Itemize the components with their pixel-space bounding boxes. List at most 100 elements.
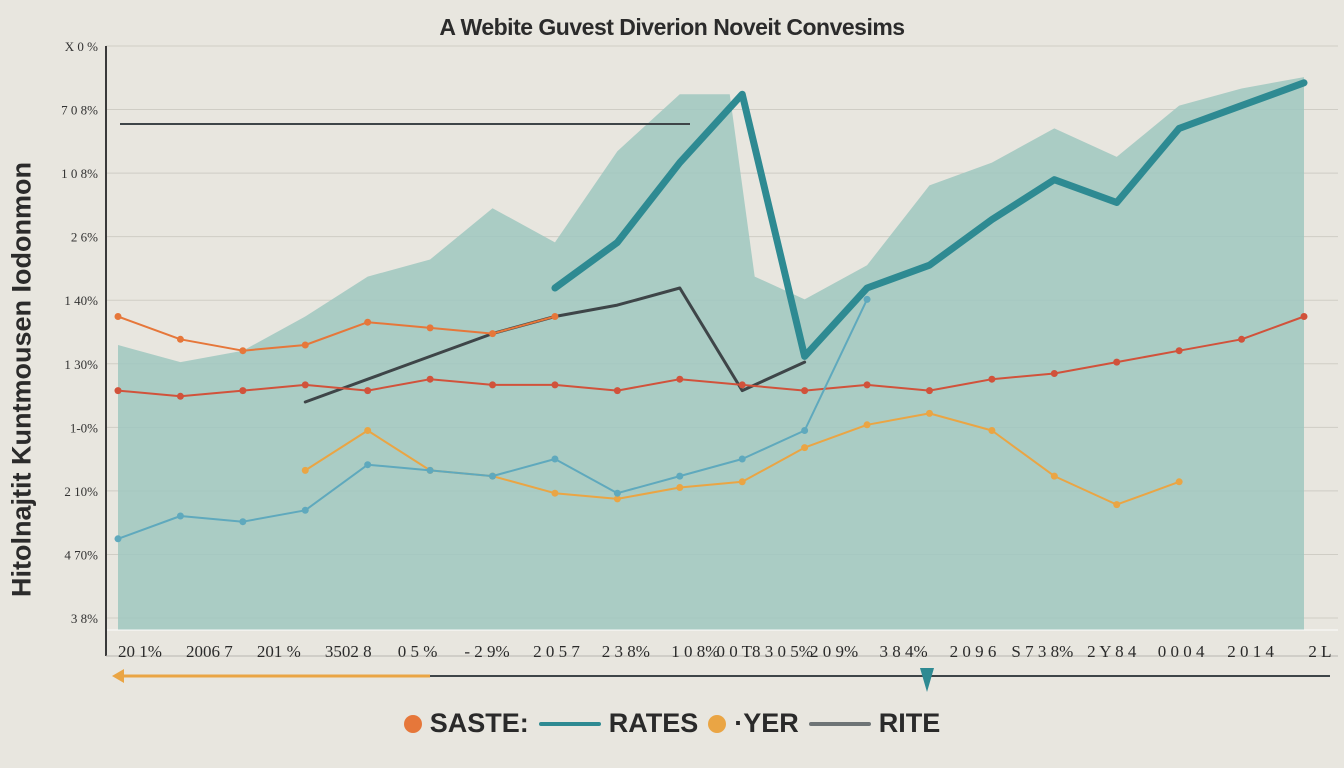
- series-line-red: [117, 315, 1305, 398]
- data-point-red: [426, 375, 434, 383]
- x-tick-label: 2 0 9%: [810, 642, 858, 661]
- data-point-yellow: [801, 444, 809, 452]
- data-point-blue: [489, 472, 497, 480]
- x-tick-label: 1 0 8%: [671, 642, 719, 661]
- data-point-red: [1175, 347, 1183, 355]
- data-point-blue: [551, 455, 559, 463]
- data-point-orange: [551, 313, 559, 320]
- data-point-yellow: [863, 421, 871, 429]
- data-point-blue: [676, 472, 684, 480]
- data-point-blue: [239, 518, 247, 526]
- x-tick-label: 0 0 T8 3 0 5%: [716, 642, 813, 661]
- x-tick-label: 3 8 4%: [879, 642, 927, 661]
- legend-swatch-saste: [403, 714, 422, 733]
- y-tick-label: 1 40%: [64, 293, 98, 308]
- y-tick-label: 2 6%: [71, 230, 98, 245]
- data-point-yellow: [988, 427, 996, 434]
- x-tick-label: 20 1%: [118, 642, 162, 661]
- x-tick-label: - 2 9%: [464, 642, 509, 661]
- x-tick-label: 3502 8: [325, 642, 372, 661]
- data-point-yellow: [301, 466, 309, 474]
- data-point-orange: [426, 324, 434, 332]
- data-point-yellow: [551, 489, 559, 497]
- x-tick-label: 201 %: [257, 642, 301, 661]
- data-point-red: [1300, 313, 1308, 320]
- legend-item-rite: RITE: [808, 708, 941, 739]
- data-point-red: [863, 381, 871, 389]
- x-tick-label: 2 3 8%: [602, 642, 650, 661]
- data-point-orange: [489, 330, 497, 338]
- data-point-red: [301, 381, 309, 389]
- legend-item-rates: RATES: [538, 708, 699, 739]
- data-point-blue: [426, 466, 434, 474]
- y-tick-label: X 0 %: [65, 39, 98, 54]
- data-point-yellow: [738, 478, 746, 486]
- series-line-teal: [551, 79, 1308, 360]
- x-tick-label: 2 Y 8 4: [1087, 642, 1137, 661]
- legend-item-saste: SASTE:: [403, 708, 529, 739]
- x-tick-label: 0 5 %: [398, 642, 438, 661]
- timeline-marker: [920, 668, 934, 692]
- chart-title: A Webite Guvest Diverion Noveit Convesim…: [439, 14, 905, 40]
- data-point-red: [489, 381, 497, 389]
- data-point-orange: [301, 341, 309, 349]
- data-point-orange: [239, 347, 247, 355]
- y-tick-label: 1 0 8%: [61, 166, 98, 181]
- data-point-red: [176, 392, 184, 400]
- data-point-yellow: [676, 484, 684, 491]
- data-point-red: [676, 375, 684, 383]
- y-tick-label: 3 8%: [71, 611, 98, 626]
- legend: SASTE: RATES ·YER RITE: [0, 708, 1344, 739]
- legend-swatch-rates: [538, 721, 601, 726]
- data-point-blue: [364, 461, 372, 469]
- timeline-arrow-left: [112, 669, 124, 683]
- x-tick-label: 2 0 5 7: [533, 642, 580, 661]
- data-point-yellow: [1113, 501, 1121, 509]
- x-tick-label: 2006 7: [186, 642, 233, 661]
- x-tick-label: 2 0 1 4: [1227, 642, 1274, 661]
- data-point-red: [1238, 335, 1246, 343]
- series-line-orange: [117, 315, 556, 352]
- data-point-yellow: [613, 495, 621, 503]
- data-point-blue: [863, 295, 871, 303]
- y-tick-label: 1 30%: [64, 357, 98, 372]
- data-point-blue: [114, 535, 122, 543]
- legend-item-yer: ·YER: [708, 708, 799, 739]
- data-point-blue: [176, 512, 184, 520]
- legend-swatch-yer: [708, 714, 727, 733]
- y-tick-label: 7 0 8%: [61, 103, 98, 118]
- data-point-red: [1050, 370, 1058, 377]
- data-point-red: [925, 387, 933, 395]
- legend-label-yer: ·YER: [734, 708, 799, 738]
- legend-label-rates: RATES: [608, 708, 699, 738]
- legend-label-rite: RITE: [878, 708, 941, 738]
- x-tick-label: S 7 3 8%: [1011, 642, 1073, 661]
- data-point-blue: [613, 489, 621, 497]
- data-point-red: [738, 381, 746, 389]
- y-tick-label: 4 70%: [64, 547, 98, 562]
- legend-label-saste: SASTE:: [429, 708, 529, 738]
- data-point-blue: [801, 427, 809, 434]
- data-point-red: [988, 375, 996, 383]
- data-point-blue: [301, 506, 309, 514]
- area-fill: [118, 77, 1304, 631]
- data-point-orange: [176, 335, 184, 343]
- data-point-yellow: [1050, 472, 1058, 480]
- y-tick-label: 2 10%: [64, 484, 98, 499]
- data-point-blue: [738, 455, 746, 463]
- data-point-red: [801, 387, 809, 395]
- x-tick-label: 2 0 9 6: [950, 642, 997, 661]
- x-tick-label: 2 L: [1308, 642, 1331, 661]
- data-point-orange: [364, 318, 372, 326]
- data-point-red: [114, 387, 122, 395]
- data-point-red: [551, 381, 559, 389]
- x-tick-label: 0 0 0 4: [1158, 642, 1205, 661]
- data-point-yellow: [925, 409, 933, 417]
- legend-swatch-rite: [808, 721, 871, 726]
- data-point-red: [239, 387, 247, 395]
- data-point-red: [364, 387, 372, 395]
- y-tick-label: 1-0%: [70, 420, 98, 435]
- data-point-red: [1113, 358, 1121, 366]
- data-point-red: [613, 387, 621, 395]
